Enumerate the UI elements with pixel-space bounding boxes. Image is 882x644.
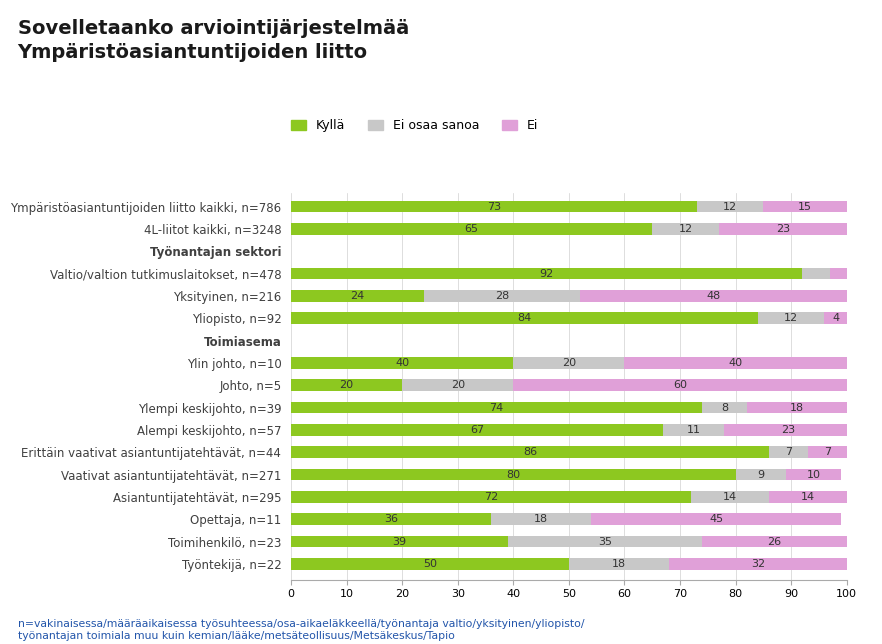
Text: Sovelletaanko arviointijärjestelmää
Ympäristöasiantuntijoiden liitto: Sovelletaanko arviointijärjestelmää Ympä… [18, 19, 409, 62]
Bar [424, 290, 580, 302]
Text: 23: 23 [781, 425, 796, 435]
Text: 12: 12 [678, 224, 692, 234]
Bar [402, 379, 513, 391]
Text: 48: 48 [706, 291, 721, 301]
Text: 60: 60 [673, 381, 687, 390]
Bar [508, 536, 702, 547]
Bar [569, 558, 669, 570]
Bar [291, 469, 736, 480]
Bar [291, 536, 508, 547]
Text: 23: 23 [776, 224, 790, 234]
Text: 39: 39 [392, 536, 407, 547]
Bar [291, 223, 652, 235]
Text: 45: 45 [709, 515, 723, 524]
Bar [719, 223, 847, 235]
Bar [825, 312, 847, 324]
Bar [758, 312, 825, 324]
Bar [580, 290, 847, 302]
Bar [652, 223, 719, 235]
Bar [513, 379, 847, 391]
Text: 74: 74 [490, 402, 504, 413]
Bar [291, 402, 702, 413]
Text: 18: 18 [534, 515, 549, 524]
Text: 35: 35 [598, 536, 612, 547]
Bar [663, 424, 724, 436]
Text: 12: 12 [723, 202, 737, 212]
Text: 7: 7 [824, 448, 831, 457]
Text: 4: 4 [832, 313, 839, 323]
Text: 20: 20 [562, 358, 576, 368]
Text: 28: 28 [495, 291, 509, 301]
Text: 15: 15 [798, 202, 812, 212]
Bar [513, 357, 624, 369]
Text: 9: 9 [757, 469, 764, 480]
Bar [830, 268, 847, 279]
Text: 20: 20 [451, 381, 465, 390]
Text: 67: 67 [470, 425, 484, 435]
Bar [702, 536, 847, 547]
Text: 40: 40 [729, 358, 743, 368]
Text: 18: 18 [789, 402, 804, 413]
Text: 32: 32 [751, 559, 765, 569]
Text: 40: 40 [395, 358, 409, 368]
Bar [702, 402, 747, 413]
Text: 92: 92 [540, 269, 554, 279]
Text: 8: 8 [721, 402, 728, 413]
Bar [291, 290, 424, 302]
Bar [291, 268, 803, 279]
Bar [591, 513, 841, 525]
Legend: Kyllä, Ei osaa sanoa, Ei: Kyllä, Ei osaa sanoa, Ei [286, 115, 543, 137]
Text: 14: 14 [801, 492, 815, 502]
Bar [291, 312, 758, 324]
Text: 18: 18 [612, 559, 626, 569]
Bar [724, 424, 852, 436]
Text: 11: 11 [687, 425, 701, 435]
Text: 12: 12 [784, 313, 798, 323]
Bar [803, 268, 830, 279]
Bar [291, 379, 402, 391]
Bar [291, 357, 513, 369]
Text: 50: 50 [423, 559, 437, 569]
Bar [624, 357, 847, 369]
Bar [691, 491, 769, 503]
Text: 73: 73 [487, 202, 501, 212]
Text: 7: 7 [785, 448, 792, 457]
Bar [291, 201, 697, 213]
Bar [291, 558, 569, 570]
Bar [491, 513, 591, 525]
Text: n=vakinaisessa/määräaikaisessa työsuhteessa/osa-aikaeläkkeellä/työnantaja valtio: n=vakinaisessa/määräaikaisessa työsuhtee… [18, 619, 584, 641]
Text: 24: 24 [351, 291, 365, 301]
Bar [808, 446, 847, 458]
Text: 26: 26 [767, 536, 781, 547]
Text: 20: 20 [340, 381, 354, 390]
Text: 36: 36 [384, 515, 398, 524]
Bar [291, 513, 491, 525]
Text: 84: 84 [518, 313, 532, 323]
Text: 10: 10 [806, 469, 820, 480]
Text: 86: 86 [523, 448, 537, 457]
Text: 65: 65 [465, 224, 479, 234]
Bar [763, 201, 847, 213]
Text: 14: 14 [723, 492, 737, 502]
Bar [736, 469, 786, 480]
Bar [669, 558, 847, 570]
Bar [291, 446, 769, 458]
Bar [769, 491, 847, 503]
Text: 80: 80 [506, 469, 520, 480]
Bar [291, 491, 691, 503]
Bar [747, 402, 847, 413]
Bar [291, 424, 663, 436]
Bar [786, 469, 841, 480]
Bar [769, 446, 808, 458]
Text: 72: 72 [484, 492, 498, 502]
Bar [697, 201, 763, 213]
